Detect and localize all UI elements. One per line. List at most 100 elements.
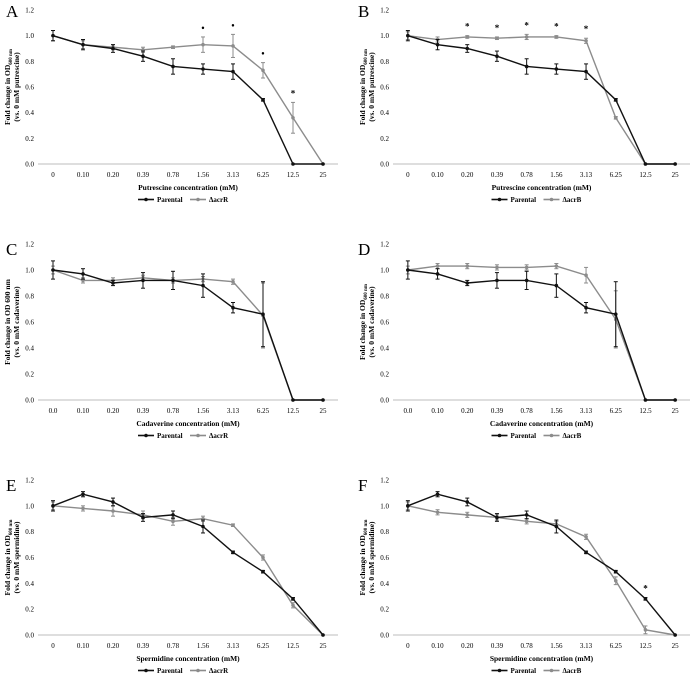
x-tick-label: 12.5 (287, 171, 300, 179)
y-axis-title-subscript: 600 nm (364, 283, 369, 300)
series-line (407, 34, 676, 165)
data-point (465, 46, 470, 51)
series-line (52, 34, 324, 165)
legend-swatch-marker (196, 433, 200, 438)
significance-marker: * (554, 22, 559, 32)
data-point (231, 305, 235, 310)
data-point (673, 633, 677, 637)
x-tick-label: 12.5 (639, 171, 652, 179)
chart-panel-b: B 0.0 0.2 0.4 0.6 0.8 1.0 1.2 0 0.10 0.20 0.39 0.78 1… (358, 2, 690, 204)
data-point (201, 283, 205, 288)
x-tick-label: 0.10 (431, 407, 444, 415)
data-point (435, 492, 440, 497)
data-point (435, 510, 440, 515)
x-axis-title: Cadaverine concentration (mM) (136, 419, 240, 428)
panel-letter: C (6, 240, 17, 259)
x-tick-label: 0.20 (107, 407, 120, 415)
y-tick-label: 1.2 (25, 7, 34, 15)
legend-item: ΔacrR (190, 667, 229, 675)
legend-label: Parental (511, 196, 537, 204)
data-point (613, 312, 618, 317)
series-line (407, 269, 676, 401)
data-point (554, 67, 559, 71)
legend-swatch-marker (549, 433, 554, 438)
data-point (465, 513, 470, 517)
y-tick-label: 0.4 (25, 580, 34, 588)
x-tick-label: 0.78 (521, 642, 534, 650)
series-line (407, 34, 676, 165)
data-point (495, 36, 499, 41)
x-tick-label: 6.25 (610, 171, 623, 179)
data-point (673, 398, 677, 402)
data-point (613, 569, 618, 574)
data-point (291, 597, 295, 601)
series-mutant (405, 31, 677, 166)
series-line (52, 505, 324, 636)
data-point (554, 35, 559, 39)
x-tick-label: 12.5 (639, 642, 652, 650)
y-axis-title-note: (vs. 0 mM spermidine) (12, 521, 21, 594)
data-point (261, 98, 265, 102)
x-tick-label: 12.5 (287, 642, 300, 650)
data-point (111, 281, 115, 285)
y-tick-label: 0.2 (25, 135, 34, 143)
data-point (643, 628, 648, 632)
series-mutant (51, 265, 325, 402)
data-point (495, 54, 499, 58)
series-parental (405, 491, 677, 637)
y-tick-label: 1.0 (380, 32, 389, 40)
legend-swatch-marker (144, 433, 148, 438)
y-tick-label: 0.4 (380, 109, 389, 117)
data-point (171, 45, 175, 50)
x-tick-label: 0.10 (77, 642, 90, 650)
x-tick-label: 0 (51, 171, 55, 179)
y-tick-label: 0.6 (25, 554, 34, 562)
x-tick-label: 0 (406, 171, 410, 179)
y-axis-title-note: (vs. 0 mM spermidine) (367, 521, 376, 594)
legend-label: ΔacrR (209, 432, 229, 440)
x-tick-label: 3.13 (227, 171, 240, 179)
significance-marker: * (584, 24, 589, 34)
x-tick-label: 0.39 (491, 171, 504, 179)
y-tick-label: 0.8 (380, 293, 389, 301)
y-tick-label: 0.2 (25, 606, 34, 614)
chart-panel-e: E 0.0 0.2 0.4 0.6 0.8 1.0 1.2 0 0.10 0.20 0.39 0.78 1… (3, 476, 338, 675)
data-point (291, 398, 295, 402)
chart-panel-f: F 0.0 0.2 0.4 0.6 0.8 1.0 1.2 0 0.10 0.20 0.39 0.78 1… (358, 476, 690, 675)
data-point (495, 265, 499, 270)
data-point (495, 515, 499, 520)
panel-letter: F (358, 476, 367, 495)
x-tick-label: 0.78 (167, 407, 180, 415)
x-tick-label: 3.13 (227, 407, 240, 415)
data-point (261, 68, 265, 73)
chart-panel-d: D 0.0 0.2 0.4 0.6 0.8 1.0 1.2 0.0 0.10 0.20 0.39 0.7… (358, 240, 690, 440)
y-tick-label: 0.8 (380, 528, 389, 536)
x-tick-label: 3.13 (580, 642, 593, 650)
data-point (465, 281, 470, 285)
panel-letter: D (358, 240, 370, 259)
x-tick-label: 3.13 (580, 407, 593, 415)
data-point (435, 264, 440, 268)
x-axis-title: Putrescine concentration (mM) (138, 183, 238, 192)
x-tick-label: 12.5 (639, 407, 652, 415)
data-point (291, 162, 295, 166)
data-point (584, 305, 588, 310)
data-point (231, 279, 235, 284)
legend-label: ΔacrB (563, 196, 582, 204)
x-tick-label: 0.78 (167, 642, 180, 650)
y-tick-label: 1.0 (380, 267, 389, 275)
legend-item: Parental (138, 432, 183, 440)
x-axis-title: Cadaverine concentration (mM) (490, 419, 594, 428)
x-tick-label: 0.39 (137, 171, 150, 179)
legend-label: ΔacrR (209, 196, 229, 204)
x-tick-label: 25 (320, 171, 328, 179)
series-line (407, 265, 676, 401)
legend-item: ΔacrB (543, 432, 582, 440)
data-point (141, 54, 145, 58)
y-axis-title-main: Fold change in OD 600 nm (3, 278, 12, 364)
x-axis-title: Spermidine concentration (mM) (490, 654, 594, 663)
data-point (554, 283, 559, 288)
series-line (407, 505, 676, 636)
y-axis-title-main: Fold change in OD (358, 64, 367, 125)
